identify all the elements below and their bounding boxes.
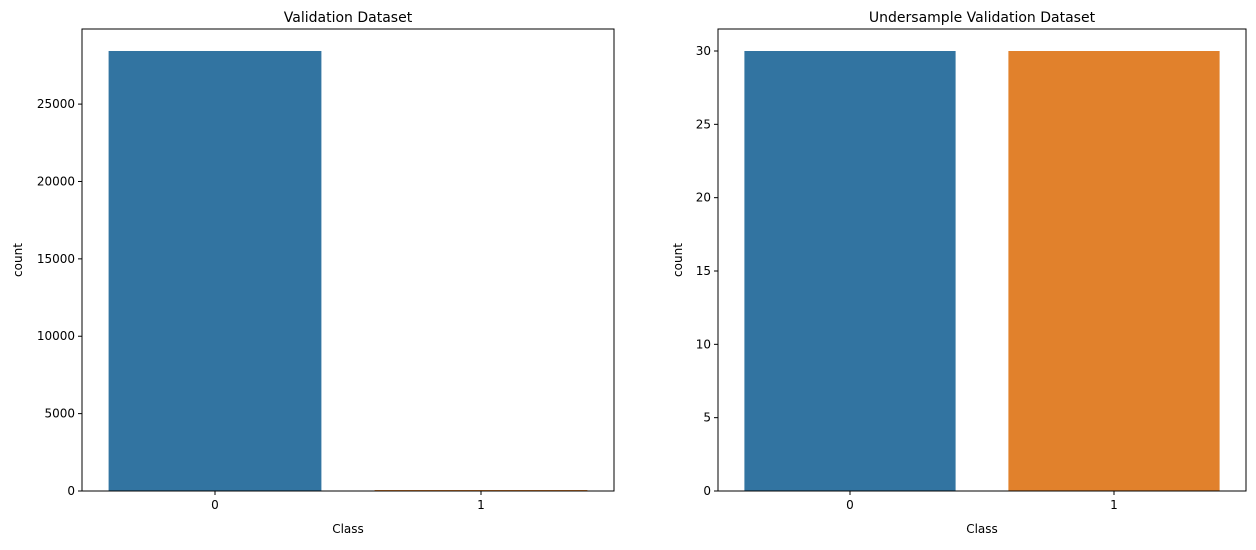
plot-frame bbox=[717, 28, 1247, 492]
chart-title: Validation Dataset bbox=[284, 10, 413, 26]
plot-frame bbox=[81, 28, 615, 492]
x-axis-label: Class bbox=[332, 522, 364, 536]
y-tick-label: 30 bbox=[696, 44, 711, 58]
y-tick-label: 25 bbox=[696, 117, 711, 131]
chart-title: Undersample Validation Dataset bbox=[869, 10, 1096, 26]
bar-class-0 bbox=[108, 50, 322, 492]
y-tick-label: 10 bbox=[696, 337, 711, 351]
y-tick-label: 5 bbox=[703, 411, 711, 425]
y-axis-label: count bbox=[11, 243, 25, 277]
y-tick-label: 10000 bbox=[37, 329, 75, 343]
x-tick-label: 1 bbox=[1110, 498, 1118, 512]
x-axis-label: Class bbox=[966, 522, 998, 536]
y-tick-label: 15 bbox=[696, 264, 711, 278]
y-tick-label: 5000 bbox=[44, 407, 75, 421]
y-axis-label: count bbox=[671, 243, 685, 277]
y-tick-label: 20000 bbox=[37, 174, 75, 188]
x-tick-label: 0 bbox=[211, 498, 219, 512]
y-tick-label: 0 bbox=[67, 484, 75, 498]
bar-class-0 bbox=[744, 51, 956, 491]
chart-validation-dataset: 0 1 0 5000 10000 15000 20000 25000 Validation Da… bbox=[11, 10, 615, 536]
y-tick-label: 25000 bbox=[37, 97, 75, 111]
x-tick-label: 1 bbox=[477, 498, 485, 512]
x-tick-label: 0 bbox=[846, 498, 854, 512]
y-tick-label: 0 bbox=[703, 484, 711, 498]
y-tick-label: 20 bbox=[696, 191, 711, 205]
y-tick-label: 15000 bbox=[37, 252, 75, 266]
bar-class-1 bbox=[1008, 51, 1220, 491]
